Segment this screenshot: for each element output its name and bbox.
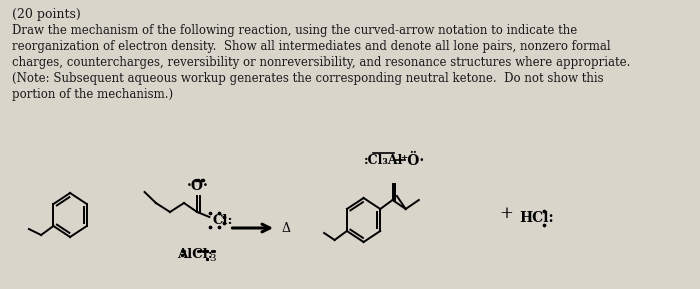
Text: ·O·: ·O· (187, 179, 209, 193)
Text: 3: 3 (209, 254, 216, 263)
Text: :Cl₃Al: :Cl₃Al (364, 153, 403, 166)
Text: reorganization of electron density.  Show all intermediates and denote all lone : reorganization of electron density. Show… (13, 40, 611, 53)
Text: Draw the mechanism of the following reaction, using the curved-arrow notation to: Draw the mechanism of the following reac… (13, 24, 578, 37)
Text: AlCl:: AlCl: (176, 248, 212, 261)
Text: (Note: Subsequent aqueous workup generates the corresponding neutral ketone.  Do: (Note: Subsequent aqueous workup generat… (13, 72, 604, 85)
Text: charges, countercharges, reversibility or nonreversibility, and resonance struct: charges, countercharges, reversibility o… (13, 56, 631, 69)
Text: ⁺Ö·: ⁺Ö· (400, 154, 424, 168)
Text: Cl:: Cl: (212, 214, 232, 227)
Text: Δ: Δ (282, 222, 291, 235)
Text: +: + (500, 205, 513, 222)
Text: HCl:: HCl: (519, 211, 554, 225)
Text: (20 points): (20 points) (13, 8, 81, 21)
Text: portion of the mechanism.): portion of the mechanism.) (13, 88, 174, 101)
